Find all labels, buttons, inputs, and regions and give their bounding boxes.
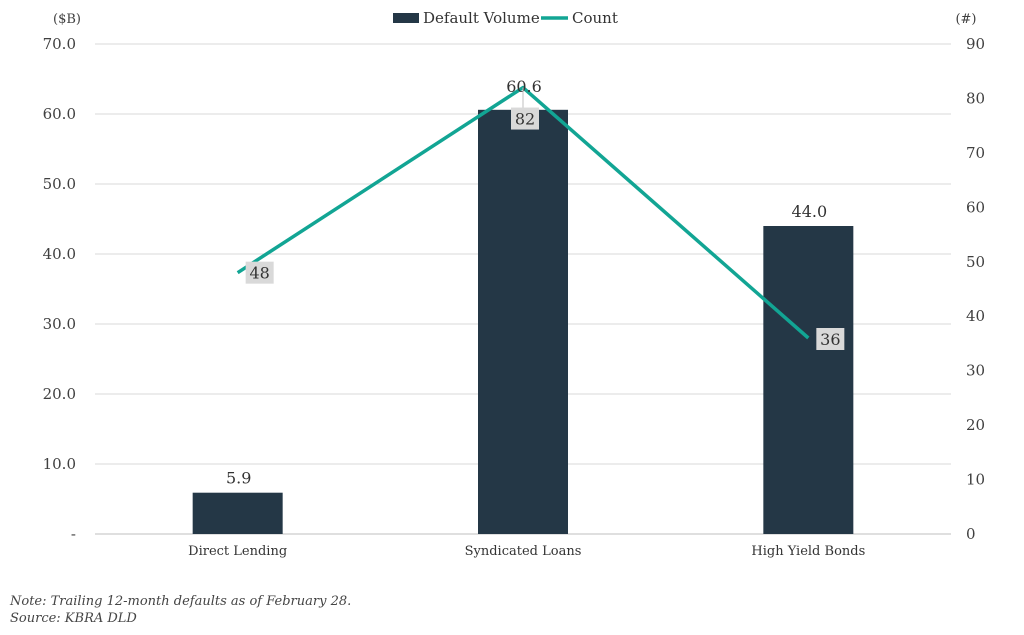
- source-text: Source: KBRA DLD: [10, 611, 137, 626]
- y-left-tick-label: 10.0: [43, 455, 76, 473]
- y-right-tick-label: 50: [966, 253, 985, 271]
- x-tick-label: High Yield Bonds: [751, 544, 865, 559]
- y-left-tick-label: 30.0: [43, 315, 76, 333]
- note-text: Note: Trailing 12-month defaults as of F…: [10, 594, 352, 609]
- legend-swatch-default-volume: [393, 13, 419, 23]
- bar: [192, 492, 283, 534]
- y-right-tick-label: 90: [966, 35, 985, 53]
- combo-chart: - 10.0 20.0 30.0 40.0 50.0 60.0 70.0 0 10 20 30 40 50…: [43, 9, 986, 559]
- y-left-tick-label: 60.0: [43, 105, 76, 123]
- y-right-tick-label: 30: [966, 362, 985, 380]
- bar-value-label: 60.6: [506, 77, 542, 96]
- y-right-tick-label: 20: [966, 416, 985, 434]
- y-right-tick-label: 0: [966, 525, 976, 543]
- x-tick-label: Direct Lending: [188, 544, 287, 559]
- y-left-tick-label: 40.0: [43, 245, 76, 263]
- count-label-box: [816, 328, 845, 350]
- y-right-tick-label: 10: [966, 471, 985, 489]
- y-right-tick-label: 40: [966, 307, 985, 325]
- y-right-tick-label: 60: [966, 198, 985, 216]
- chart-notes: Note: Trailing 12-month defaults as of F…: [10, 593, 351, 627]
- y-left-tick-label: 50.0: [43, 175, 76, 193]
- y-left-tick-label: 70.0: [43, 35, 76, 53]
- count-label-box: [245, 261, 274, 284]
- count-value-label: 36: [820, 330, 840, 349]
- y-left-tick-label: 20.0: [43, 385, 76, 403]
- y-right-tick-label: 70: [966, 144, 985, 162]
- count-value-label: 48: [249, 264, 269, 283]
- legend-label-default-volume: Default Volume: [423, 9, 540, 27]
- y-right-tick-label: 80: [966, 89, 985, 107]
- bar-value-label: 5.9: [226, 469, 251, 488]
- legend-label-count: Count: [572, 9, 618, 27]
- y-right-unit-label: (#): [955, 12, 976, 27]
- y-left-tick-label: -: [71, 525, 76, 543]
- count-label-box: [511, 107, 539, 130]
- bar: [478, 109, 568, 535]
- bar-value-label: 44.0: [792, 202, 828, 221]
- x-tick-label: Syndicated Loans: [465, 544, 582, 559]
- y-left-unit-label: ($B): [53, 12, 81, 27]
- count-value-label: 82: [515, 110, 535, 129]
- bar: [763, 226, 854, 534]
